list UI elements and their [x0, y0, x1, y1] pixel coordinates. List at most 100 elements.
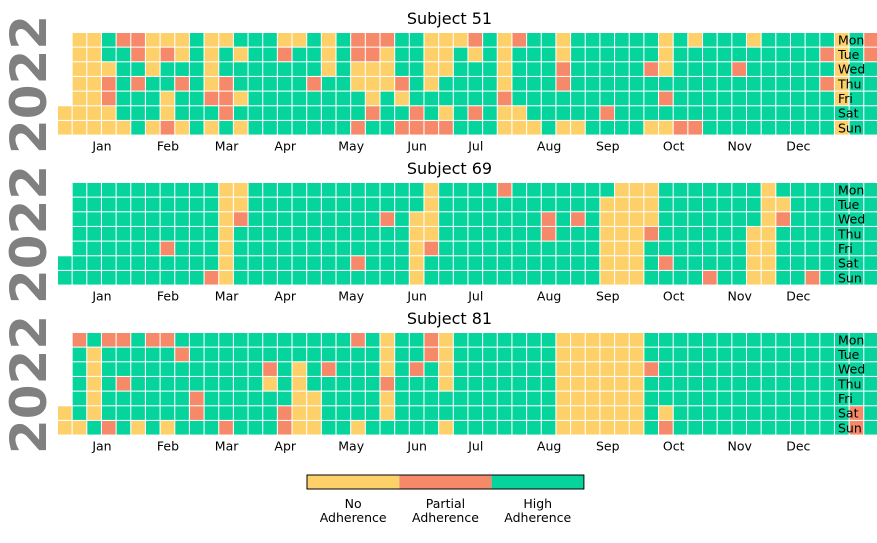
day-cell [732, 270, 746, 285]
day-cell [615, 212, 629, 226]
day-cell [351, 391, 365, 406]
day-cell [101, 183, 116, 197]
day-cell [615, 362, 629, 376]
colorbar-label: Adherence [504, 510, 571, 525]
day-cell [439, 270, 453, 285]
day-cell [175, 183, 189, 197]
day-cell [116, 212, 131, 226]
day-cell [776, 183, 790, 197]
day-cell [761, 62, 776, 76]
day-cell [292, 420, 307, 435]
day-cell [72, 91, 87, 106]
day-cell [175, 406, 189, 420]
day-cell [776, 76, 790, 91]
day-cell [219, 212, 233, 226]
day-cell [160, 33, 175, 47]
day-cell [629, 333, 644, 347]
day-cell [673, 241, 688, 256]
day-cell [101, 362, 116, 376]
day-cell [116, 226, 131, 241]
colorbar-label: Adherence [412, 510, 479, 525]
day-cell [101, 91, 116, 106]
day-cell [409, 91, 424, 106]
day-cell [292, 91, 307, 106]
day-cell [321, 197, 336, 212]
day-cell [688, 197, 702, 212]
day-cell [58, 406, 72, 420]
day-cell [395, 241, 409, 256]
month-label: Dec [786, 139, 810, 154]
day-cell [703, 256, 717, 270]
day-cell [263, 241, 277, 256]
day-cell [688, 76, 702, 91]
day-cell [365, 120, 380, 135]
day-cell [351, 420, 365, 435]
day-cell [336, 76, 351, 91]
day-cell [175, 120, 189, 135]
day-cell [453, 406, 468, 420]
day-cell [468, 183, 483, 197]
day-cell [761, 406, 776, 420]
day-cell [703, 270, 717, 285]
day-cell [688, 62, 702, 76]
day-cell [849, 226, 864, 241]
day-cell [189, 391, 204, 406]
day-cell [248, 197, 263, 212]
day-cell [160, 347, 175, 362]
day-cell [160, 183, 175, 197]
day-cell [439, 76, 453, 91]
day-cell [292, 47, 307, 62]
day-cell [849, 362, 864, 376]
day-cell [204, 106, 219, 120]
day-cell [571, 256, 585, 270]
day-cell [761, 33, 776, 47]
weekday-label: Mon [838, 32, 864, 47]
day-cell [160, 226, 175, 241]
day-cell [175, 33, 189, 47]
day-cell [600, 333, 615, 347]
day-cell [160, 406, 175, 420]
day-cell [761, 270, 776, 285]
colorbar-label: No [345, 496, 362, 511]
day-cell [72, 212, 87, 226]
day-cell [87, 391, 101, 406]
day-cell [717, 406, 732, 420]
day-cell [72, 183, 87, 197]
day-cell [497, 226, 512, 241]
day-cell [277, 183, 292, 197]
day-cell [219, 76, 233, 91]
day-cell [747, 362, 761, 376]
day-cell [527, 376, 541, 391]
day-cell [351, 91, 365, 106]
day-cell [659, 197, 673, 212]
day-cell [732, 62, 746, 76]
day-cell [512, 33, 527, 47]
day-cell [541, 183, 556, 197]
day-cell [380, 76, 395, 91]
day-cell [248, 120, 263, 135]
day-cell [849, 106, 864, 120]
day-cell [72, 33, 87, 47]
day-cell [776, 391, 790, 406]
month-label: May [338, 139, 364, 154]
day-cell [527, 76, 541, 91]
day-cell [527, 197, 541, 212]
day-cell [468, 420, 483, 435]
day-cell [145, 241, 160, 256]
day-cell [527, 270, 541, 285]
day-cell [673, 391, 688, 406]
day-cell [527, 47, 541, 62]
day-cell [87, 362, 101, 376]
day-cell [483, 391, 497, 406]
day-cell [805, 391, 820, 406]
day-cell [175, 362, 189, 376]
day-cell [468, 212, 483, 226]
day-cell [351, 347, 365, 362]
day-cell [834, 47, 849, 62]
day-cell [219, 270, 233, 285]
day-cell [512, 376, 527, 391]
day-cell [776, 420, 790, 435]
day-cell [439, 241, 453, 256]
day-cell [703, 376, 717, 391]
